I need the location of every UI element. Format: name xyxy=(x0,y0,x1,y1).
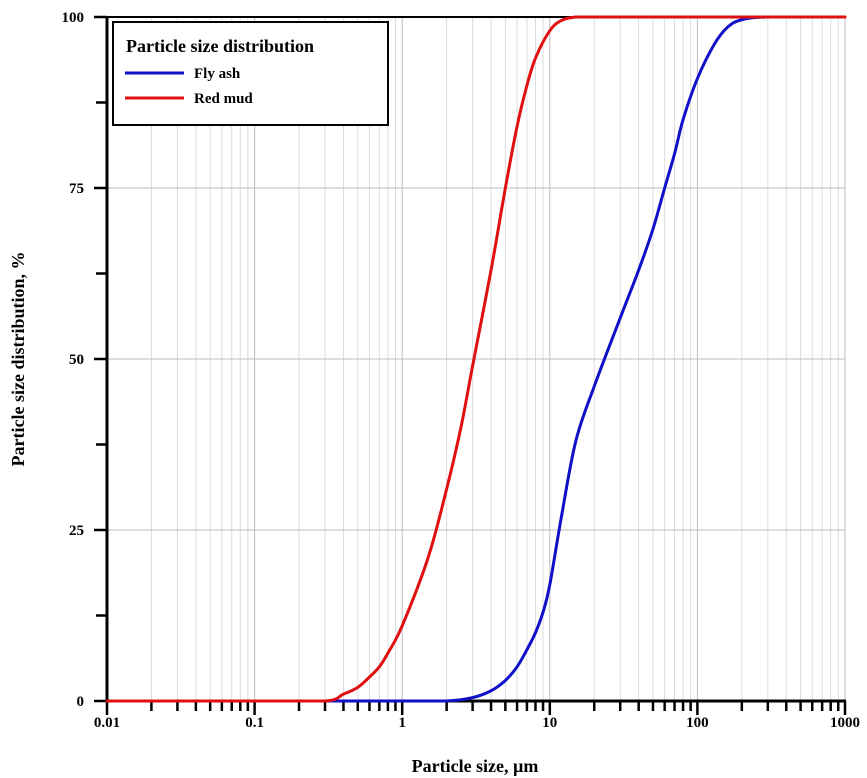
series-line-red-mud xyxy=(105,15,847,703)
x-axis-title: Particle size, µm xyxy=(412,756,539,776)
legend-label-red-mud: Red mud xyxy=(194,91,253,107)
x-tick-label: 0.1 xyxy=(245,715,264,731)
y-tick-label: 75 xyxy=(69,181,84,197)
y-axis-title: Particle size distribution, % xyxy=(8,252,28,467)
y-tick-label: 25 xyxy=(69,523,84,539)
series-lines xyxy=(105,15,847,703)
grid xyxy=(106,17,846,701)
legend: Particle size distribution Fly ash Red mud xyxy=(112,21,389,126)
legend-label-fly-ash: Fly ash xyxy=(194,66,241,82)
x-tick-label: 10 xyxy=(542,715,557,731)
ticks: 0.01 0.1 1 10 100 1000 0 25 50 75 100 xyxy=(62,10,861,731)
x-tick-label: 1 xyxy=(398,715,406,731)
y-tick-label: 50 xyxy=(69,352,84,368)
legend-title: Particle size distribution xyxy=(126,36,314,56)
x-tick-label: 100 xyxy=(686,715,709,731)
y-tick-label: 0 xyxy=(77,694,85,710)
x-tick-label: 0.01 xyxy=(94,715,120,731)
y-tick-label: 100 xyxy=(62,10,85,26)
x-tick-label: 1000 xyxy=(830,715,860,731)
series-line-fly-ash xyxy=(105,15,847,703)
